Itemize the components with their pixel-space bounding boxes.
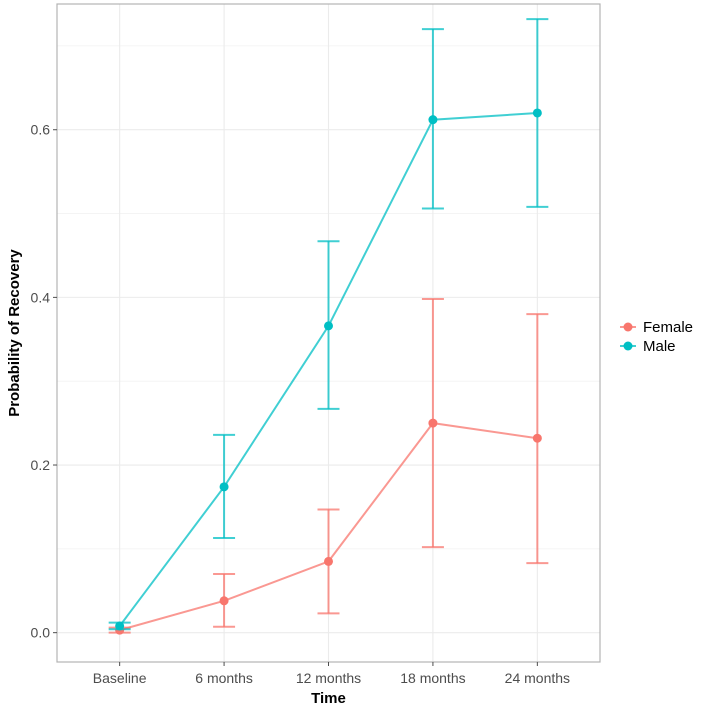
y-axis-title: Probability of Recovery [6,249,23,417]
data-point [532,433,542,443]
legend: Female Male [620,319,693,355]
series-female [108,298,549,635]
series-male [108,18,549,631]
data-point [324,556,333,566]
data-point [428,115,438,125]
legend-label: Male [643,338,676,355]
legend-point-key [623,322,633,332]
x-axis-title: Time [311,690,346,707]
x-tick-label: 6 months [195,670,253,686]
series-layer [108,18,549,635]
y-tick-label: 0.0 [31,625,51,641]
legend-point-key [623,341,633,351]
y-tick-label: 0.4 [31,289,51,305]
legend-item-male: Male [620,338,676,355]
y-tick-label: 0.6 [31,122,51,138]
x-tick-label: 12 months [296,670,361,686]
x-tick-label: 18 months [400,670,465,686]
axis-layer: 0.0 0.2 0.4 0.6 Baseline 6 months 12 months 18 … [31,122,571,686]
x-tick-label: Baseline [93,670,147,686]
data-point [428,418,438,428]
legend-label: Female [643,319,693,336]
y-tick-label: 0.2 [31,457,51,473]
legend-item-female: Female [620,319,693,336]
data-point [115,621,125,631]
data-point [219,482,229,492]
data-point [532,108,542,118]
data-point [219,596,229,606]
data-point [324,321,333,331]
x-tick-label: 24 months [505,670,570,686]
